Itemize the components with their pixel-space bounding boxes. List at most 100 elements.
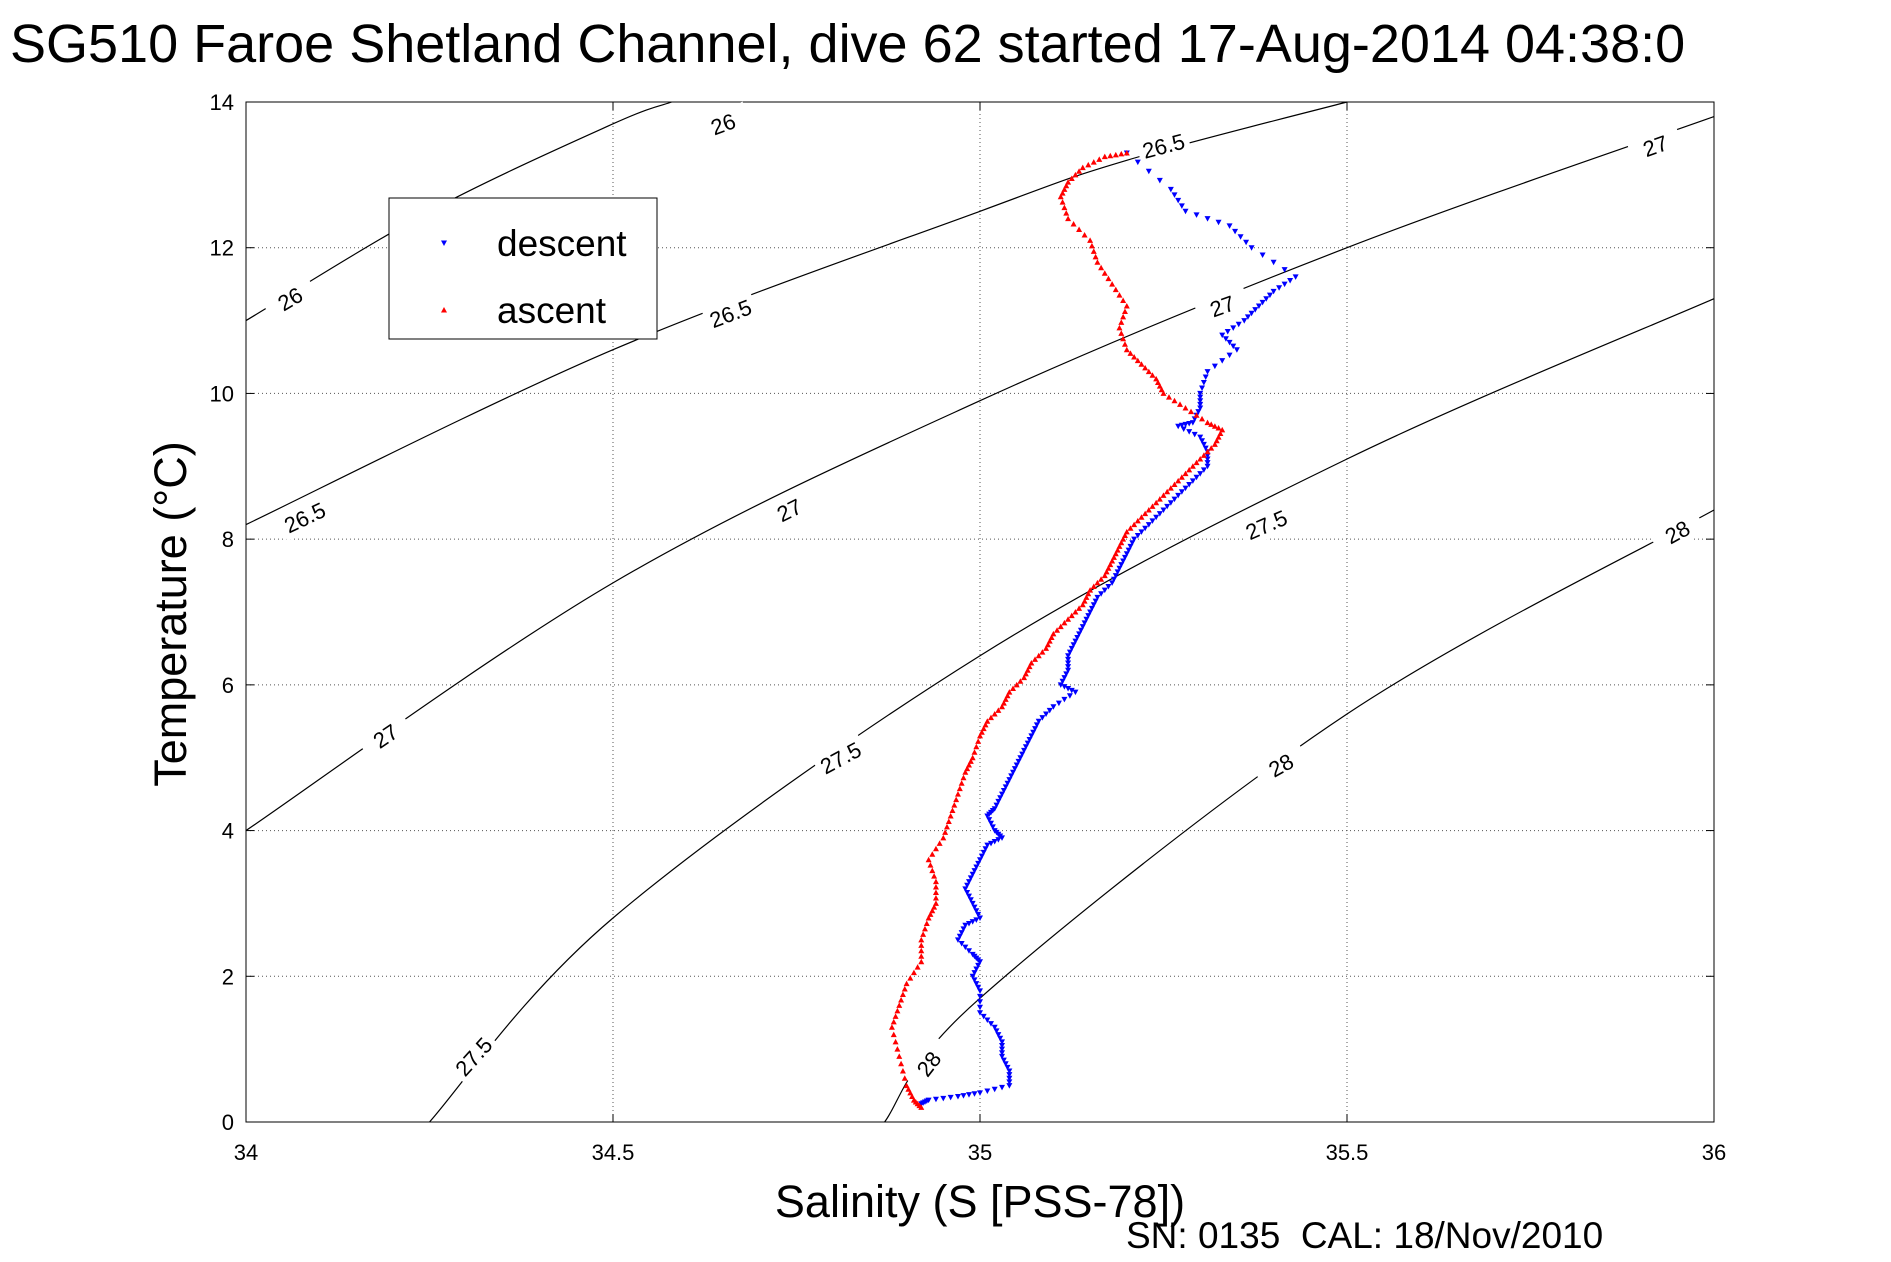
descent-point: [1010, 769, 1017, 776]
descent-point: [1243, 239, 1250, 246]
ascent-point: [931, 873, 938, 879]
descent-point: [1270, 288, 1277, 295]
descent-point: [1255, 303, 1262, 309]
legend-marker-descent: [441, 240, 447, 246]
descent-point: [1074, 635, 1081, 641]
descent-point: [1171, 496, 1178, 503]
series-descent: [918, 150, 1299, 1107]
descent-point: [1101, 587, 1108, 594]
isopycnal-label-gap: [759, 485, 819, 535]
descent-point: [1186, 482, 1193, 488]
descent-point: [1200, 467, 1207, 473]
ascent-point: [1166, 394, 1173, 400]
ascent-point: [1101, 270, 1108, 276]
descent-point: [1175, 492, 1182, 499]
isopycnal-label-gap: [1193, 284, 1252, 328]
descent-point: [999, 1053, 1006, 1060]
ascent-point: [1079, 601, 1086, 608]
descent-point: [995, 798, 1002, 805]
descent-point: [1088, 605, 1095, 612]
descent-point: [1116, 565, 1123, 572]
ascent-point: [1142, 510, 1149, 517]
descent-point: [1017, 755, 1024, 761]
ascent-point: [890, 1018, 897, 1025]
descent-point: [954, 1094, 961, 1100]
ascent-point: [1004, 692, 1011, 699]
ascent-point: [901, 986, 908, 992]
ascent-point: [899, 991, 906, 997]
ascent-point: [1039, 649, 1046, 655]
ascent-point: [1085, 161, 1092, 168]
ascent-point: [1087, 587, 1094, 593]
descent-point: [918, 1101, 925, 1107]
ascent-point: [1145, 507, 1152, 513]
y-tick-label: 0: [222, 1110, 234, 1135]
ascent-point: [1120, 536, 1127, 542]
ascent-point: [1002, 696, 1009, 702]
axis-ticks: 34 34.5 35 35.5 36 0 2 4 6 8 10 12 14: [210, 90, 1727, 1165]
ascent-point: [929, 851, 936, 857]
ascent-point: [1109, 558, 1116, 564]
ascent-point: [1116, 292, 1123, 298]
descent-point: [1204, 369, 1211, 375]
ascent-point: [1088, 242, 1095, 249]
descent-point: [999, 1046, 1006, 1053]
ascent-point: [890, 1031, 897, 1038]
ascent-point: [1063, 210, 1070, 216]
descent-point: [993, 802, 1000, 809]
ascent-point: [1105, 565, 1112, 571]
x-tick-label: 34.5: [592, 1140, 635, 1165]
ascent-point: [932, 878, 939, 885]
ascent-point: [1109, 281, 1116, 287]
descent-point: [999, 1039, 1006, 1045]
ascent-point: [1121, 341, 1128, 347]
ascent-point: [1072, 609, 1079, 615]
descent-point: [1175, 423, 1182, 430]
ascent-point: [984, 718, 991, 724]
ascent-point: [971, 749, 978, 755]
descent-point: [1142, 525, 1149, 532]
ascent-point: [1171, 397, 1178, 404]
descent-point: [1182, 485, 1189, 492]
descent-point: [1145, 522, 1152, 528]
ascent-point: [1076, 168, 1083, 174]
descent-point: [1204, 460, 1211, 466]
descent-point: [1156, 511, 1163, 517]
ascent-point: [964, 765, 971, 772]
descent-point: [1191, 416, 1198, 422]
ascent-point: [980, 725, 987, 732]
descent-point: [971, 904, 978, 911]
descent-point: [1131, 536, 1138, 543]
x-tick-label: 36: [1702, 1140, 1726, 1165]
descent-point: [984, 842, 991, 849]
legend-marker-ascent: [441, 307, 447, 313]
descent-point: [1226, 223, 1233, 229]
ascent-point: [1050, 630, 1057, 637]
ascent-point: [1211, 423, 1218, 429]
ascent-point: [896, 1053, 903, 1059]
descent-point: [1199, 385, 1206, 391]
ascent-point: [967, 758, 974, 764]
descent-point: [1197, 471, 1204, 477]
descent-point: [1226, 352, 1233, 359]
ascent-point: [1211, 441, 1218, 447]
descent-point: [1241, 318, 1248, 324]
ascent-point: [929, 867, 936, 874]
descent-point: [1066, 649, 1073, 656]
ascent-point: [905, 1086, 912, 1092]
ascent-point: [1046, 638, 1053, 644]
ascent-point: [975, 738, 982, 744]
ascent-point: [907, 1089, 914, 1096]
ascent-point: [1123, 150, 1130, 156]
descent-point: [1065, 667, 1072, 674]
ascent-point: [991, 711, 998, 717]
descent-point: [1032, 726, 1039, 732]
ascent-point: [1120, 335, 1127, 342]
ascent-point: [1118, 539, 1125, 546]
descent-point: [1015, 758, 1022, 765]
isopycnal-label-gap: [1134, 125, 1193, 166]
descent-point: [965, 920, 972, 927]
descent-point: [1204, 463, 1211, 470]
ascent-point: [901, 1075, 908, 1081]
ascent-point: [1160, 492, 1167, 498]
